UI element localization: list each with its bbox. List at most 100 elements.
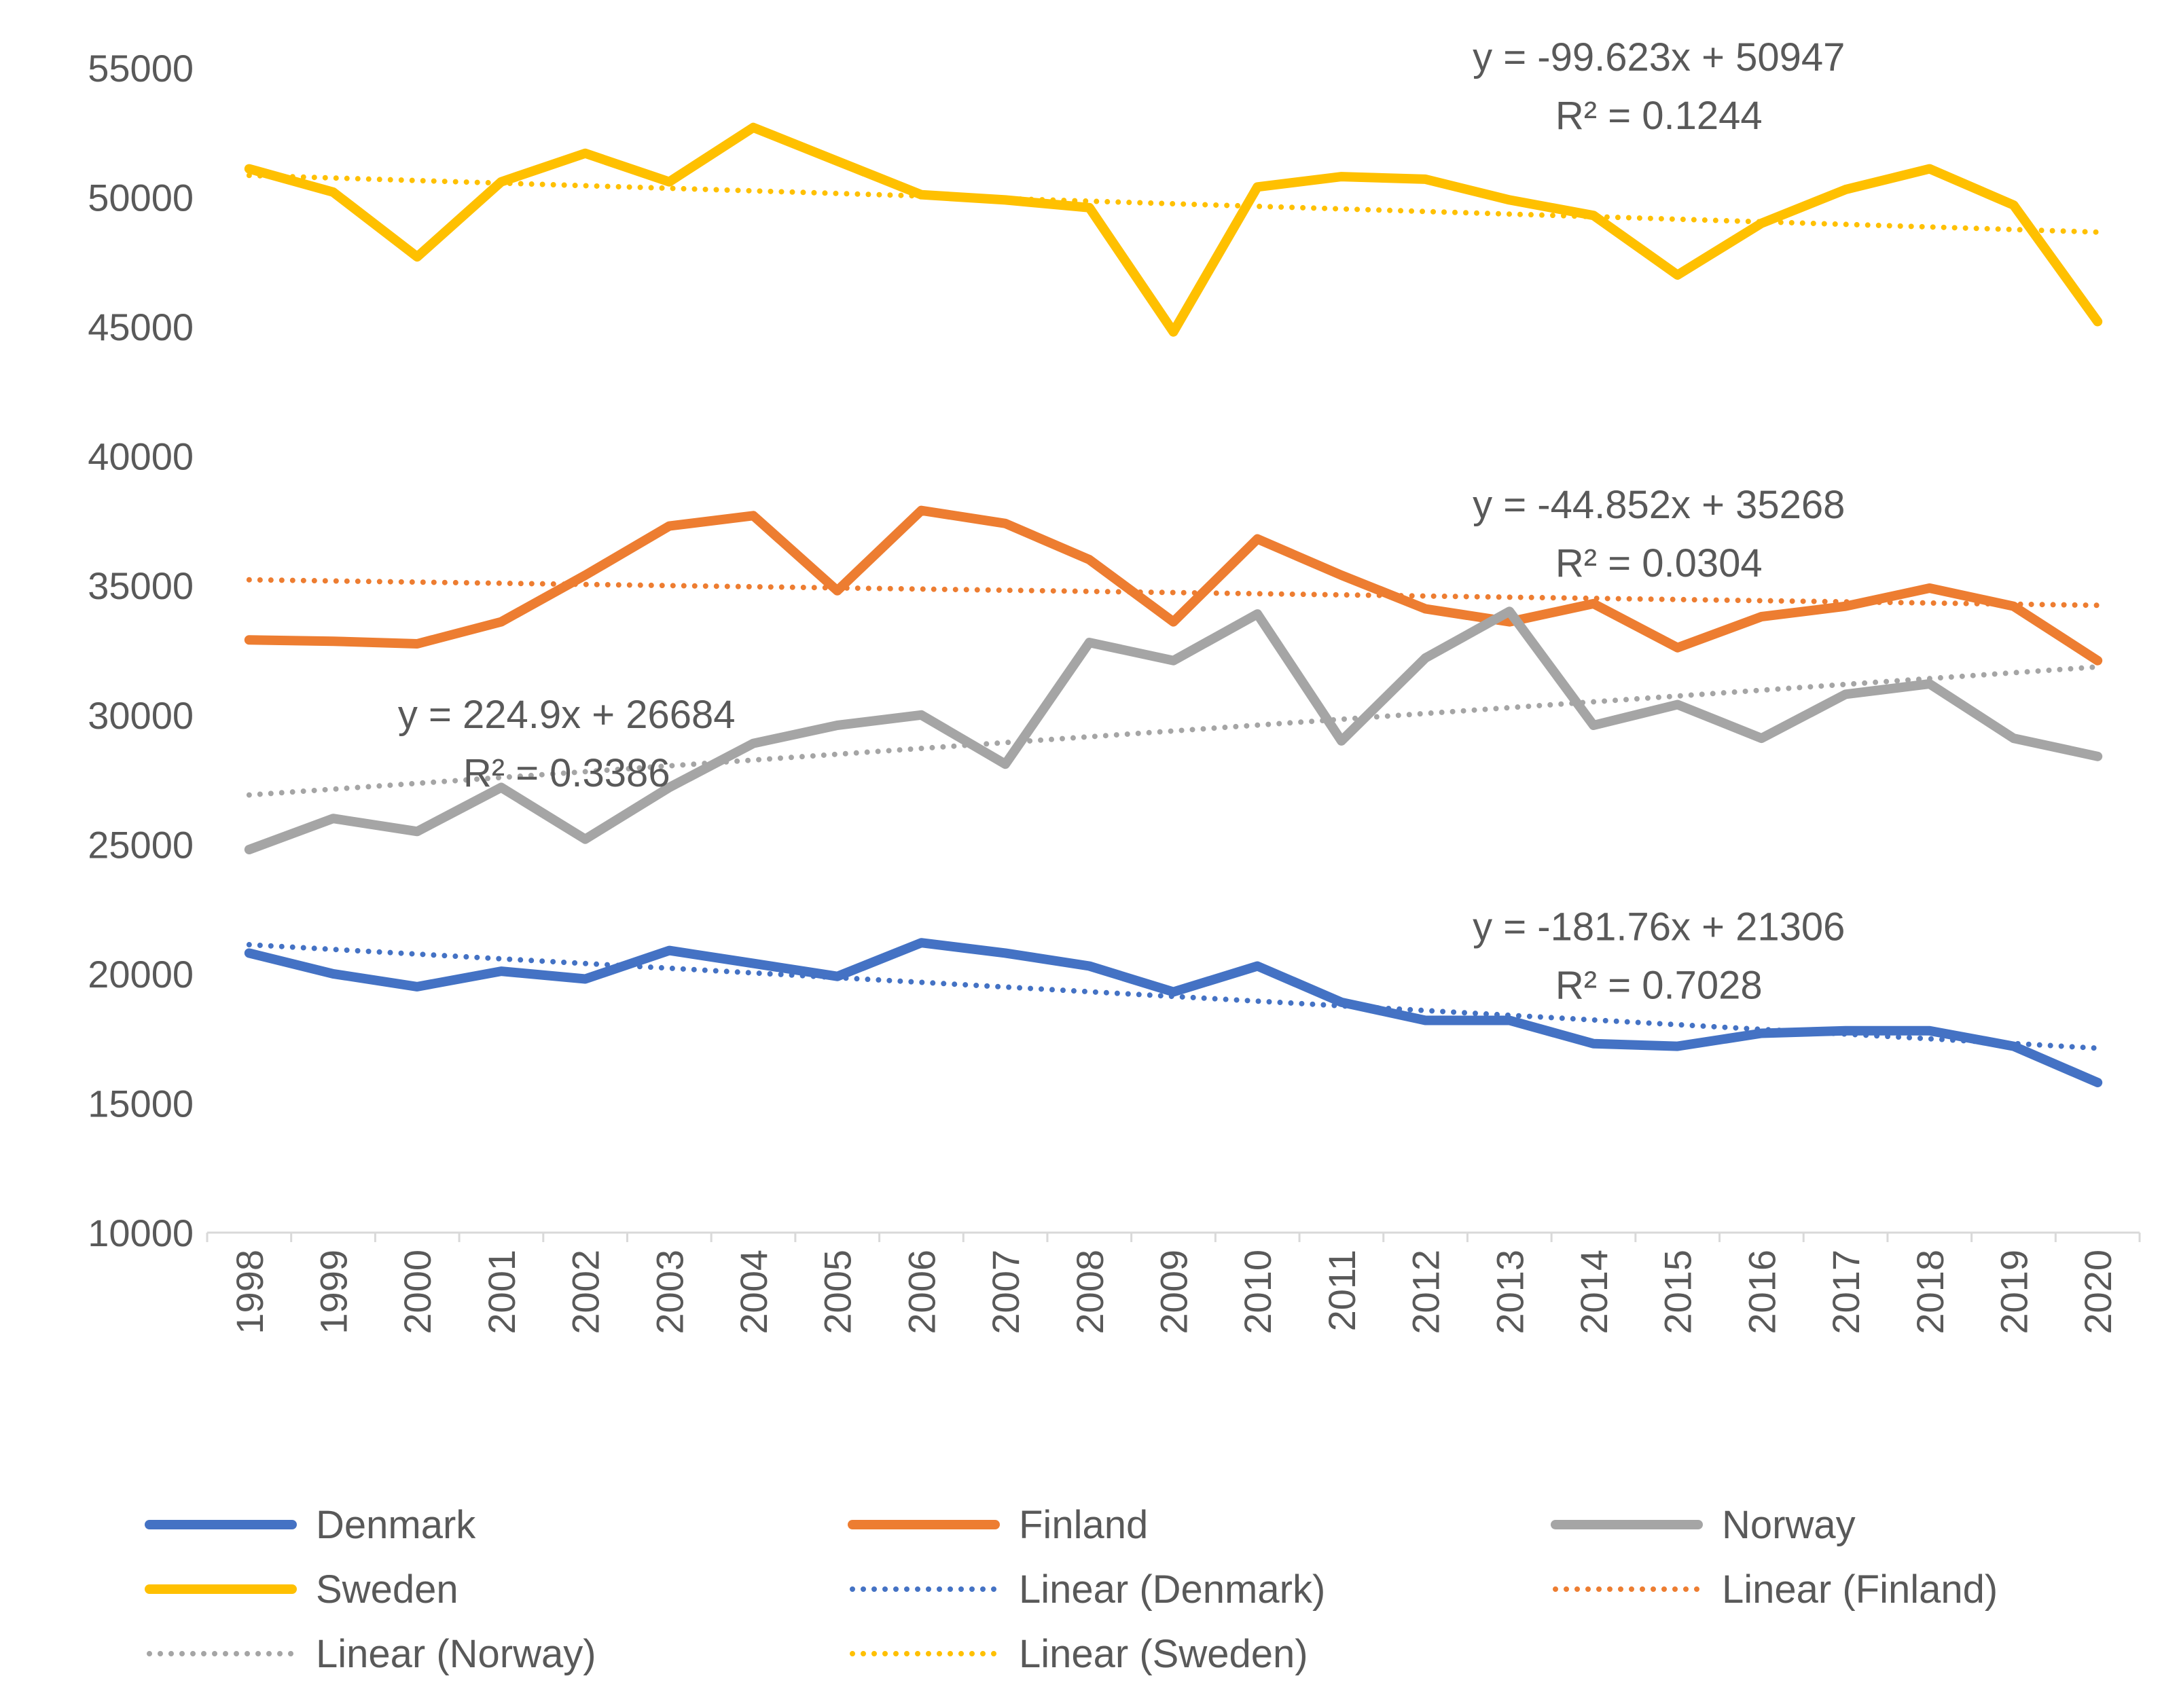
series-line-denmark	[244, 938, 2103, 1087]
data-point-denmark	[2097, 1082, 2098, 1083]
x-tick-label: 2012	[1405, 1250, 1447, 1334]
data-point-denmark	[1929, 1030, 1930, 1032]
trendline-equation-finland: y = -44.852x + 35268	[1473, 483, 1845, 527]
y-tick-label: 10000	[88, 1212, 194, 1254]
x-tick-label: 2006	[900, 1250, 943, 1334]
data-point-norway	[1425, 657, 1426, 659]
y-tick-label: 40000	[88, 435, 194, 478]
x-tick-label: 2009	[1153, 1250, 1195, 1334]
data-point-finland	[1677, 647, 1678, 649]
legend-label: Linear (Denmark)	[1019, 1567, 1325, 1612]
legend-label: Finland	[1019, 1503, 1148, 1547]
data-point-finland	[416, 643, 418, 644]
data-point-denmark	[837, 976, 838, 977]
legend-item-linear-sweden: Linear (Sweden)	[850, 1632, 1308, 1676]
data-point-finland	[1173, 621, 1174, 623]
data-point-norway	[2013, 738, 2014, 739]
data-point-sweden	[1089, 207, 1090, 208]
data-point-denmark	[1677, 1046, 1678, 1047]
data-point-denmark	[753, 963, 754, 964]
data-point-finland	[333, 640, 334, 642]
data-point-finland	[920, 510, 922, 511]
data-point-sweden	[920, 194, 922, 196]
data-point-denmark	[1425, 1019, 1426, 1021]
data-point-norway	[753, 743, 754, 744]
data-point-denmark	[1509, 1019, 1510, 1021]
legend-item-linear-finland: Linear (Finland)	[1553, 1567, 1998, 1612]
trendline-r2-finland: R² = 0.0304	[1555, 541, 1763, 585]
data-point-norway	[1257, 613, 1258, 615]
annotation-layer: y = -99.623x + 50947 R² = 0.1244 y = -44.8…	[398, 35, 1845, 1008]
y-tick-label: 15000	[88, 1082, 194, 1125]
x-tick-label: 1999	[312, 1250, 355, 1334]
y-tick-label: 50000	[88, 177, 194, 219]
data-point-norway	[1005, 763, 1006, 765]
data-point-denmark	[1845, 1030, 1846, 1032]
series-line-sweden	[244, 122, 2103, 337]
data-point-denmark	[2013, 1046, 2014, 1047]
legend-item-linear-norway: Linear (Norway)	[147, 1632, 596, 1676]
axis-layer: 10000 15000 20000 25000 30000 35000 40000 45000…	[88, 47, 2141, 1334]
legend-item-denmark: Denmark	[145, 1503, 476, 1547]
x-tick-label: 1998	[228, 1250, 271, 1334]
data-point-finland	[1929, 587, 1930, 589]
trendline-equation-norway: y = 224.9x + 26684	[398, 693, 736, 737]
x-tick-label: 2018	[1909, 1250, 1951, 1334]
data-point-sweden	[837, 160, 838, 162]
data-point-sweden	[753, 127, 754, 128]
data-point-norway	[416, 831, 418, 832]
data-point-norway	[1845, 693, 1846, 695]
data-point-sweden	[668, 181, 670, 183]
data-point-finland	[2097, 660, 2098, 661]
legend-label: Linear (Sweden)	[1019, 1632, 1308, 1676]
y-tick-label: 25000	[88, 823, 194, 866]
y-tick-label: 30000	[88, 694, 194, 737]
data-point-finland	[753, 515, 754, 516]
x-tick-label: 2010	[1236, 1250, 1279, 1334]
trendline-equation-sweden: y = -99.623x + 50947	[1473, 35, 1845, 79]
data-point-denmark	[416, 986, 418, 987]
data-point-finland	[1761, 616, 1762, 617]
legend: Denmark Finland Norway Sweden Linear (Denmar…	[145, 1503, 1998, 1676]
legend-item-norway: Norway	[1551, 1503, 1856, 1547]
data-point-finland	[1509, 621, 1510, 623]
data-point-norway	[1929, 683, 1930, 685]
x-tick-label: 2015	[1657, 1250, 1699, 1334]
trendline-sweden	[246, 172, 2101, 235]
data-point-norway	[1509, 611, 1510, 612]
trendline-equation-denmark: y = -181.76x + 21306	[1473, 905, 1845, 949]
legend-item-finland: Finland	[848, 1503, 1148, 1547]
legend-label: Linear (Norway)	[316, 1632, 596, 1676]
data-point-sweden	[1173, 331, 1174, 333]
y-tick-label: 20000	[88, 953, 194, 996]
data-point-norway	[1761, 738, 1762, 739]
data-point-norway	[333, 818, 334, 819]
x-tick-label: 2008	[1068, 1250, 1111, 1334]
trendline-r2-sweden: R² = 0.1244	[1555, 94, 1763, 138]
x-tick-label: 2001	[480, 1250, 523, 1334]
data-point-sweden	[2097, 321, 2098, 322]
x-tick-label: 2000	[396, 1250, 439, 1334]
series-line-finland	[244, 505, 2103, 666]
data-point-sweden	[1929, 168, 1930, 170]
x-tick-label: 2003	[648, 1250, 691, 1334]
legend-item-linear-denmark: Linear (Denmark)	[850, 1567, 1325, 1612]
x-tick-label: 2004	[732, 1250, 775, 1334]
data-point-denmark	[333, 973, 334, 975]
y-tick-label: 55000	[88, 47, 194, 90]
y-tick-label: 45000	[88, 306, 194, 348]
x-tick-label: 2011	[1320, 1250, 1363, 1331]
data-point-finland	[1005, 523, 1006, 524]
x-tick-label: 2016	[1740, 1250, 1783, 1334]
x-tick-label: 2013	[1488, 1250, 1531, 1334]
legend-label: Linear (Finland)	[1722, 1567, 1998, 1612]
data-point-finland	[837, 590, 838, 592]
data-point-norway	[668, 786, 670, 788]
trendline-norway	[246, 664, 2101, 798]
data-point-denmark	[1761, 1033, 1762, 1034]
data-point-norway	[1173, 660, 1174, 661]
legend-label: Denmark	[316, 1503, 476, 1547]
trendline-r2-denmark: R² = 0.7028	[1555, 963, 1763, 1007]
